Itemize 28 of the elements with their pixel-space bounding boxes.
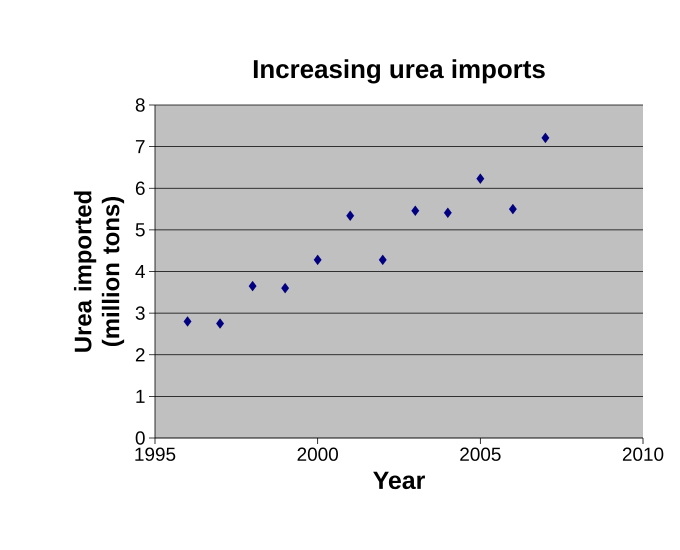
point [248, 280, 257, 292]
x-tick-label: 1995 [135, 448, 176, 461]
y-tick-label: 7 [136, 140, 145, 154]
point [476, 173, 484, 184]
point [411, 206, 420, 216]
point [508, 204, 517, 214]
chart-title: Increasing urea imports [254, 59, 545, 84]
y-tick-label: 8 [136, 98, 145, 112]
y-tick-label: 3 [136, 306, 145, 320]
y-tick-label: 1 [136, 390, 145, 403]
y-tick-label: 4 [135, 264, 145, 278]
y-tick-label: 2 [136, 348, 145, 362]
y-tick-label: 5 [136, 223, 145, 236]
x-tick-label: 2010 [622, 448, 664, 461]
point [281, 282, 290, 294]
point [541, 132, 550, 144]
y-tick-label: 0 [136, 431, 145, 445]
x-axis-title: Year [373, 472, 425, 490]
point [444, 208, 452, 218]
point [216, 318, 224, 329]
point [314, 254, 322, 266]
y-tick-label: 6 [136, 182, 145, 195]
x-tick-label: 2000 [298, 448, 338, 461]
x-tick-label: 2005 [460, 448, 501, 461]
y-axis-title: Urea imported (million tons) [74, 191, 124, 352]
point [346, 210, 354, 221]
point [184, 316, 192, 327]
point [378, 254, 387, 266]
